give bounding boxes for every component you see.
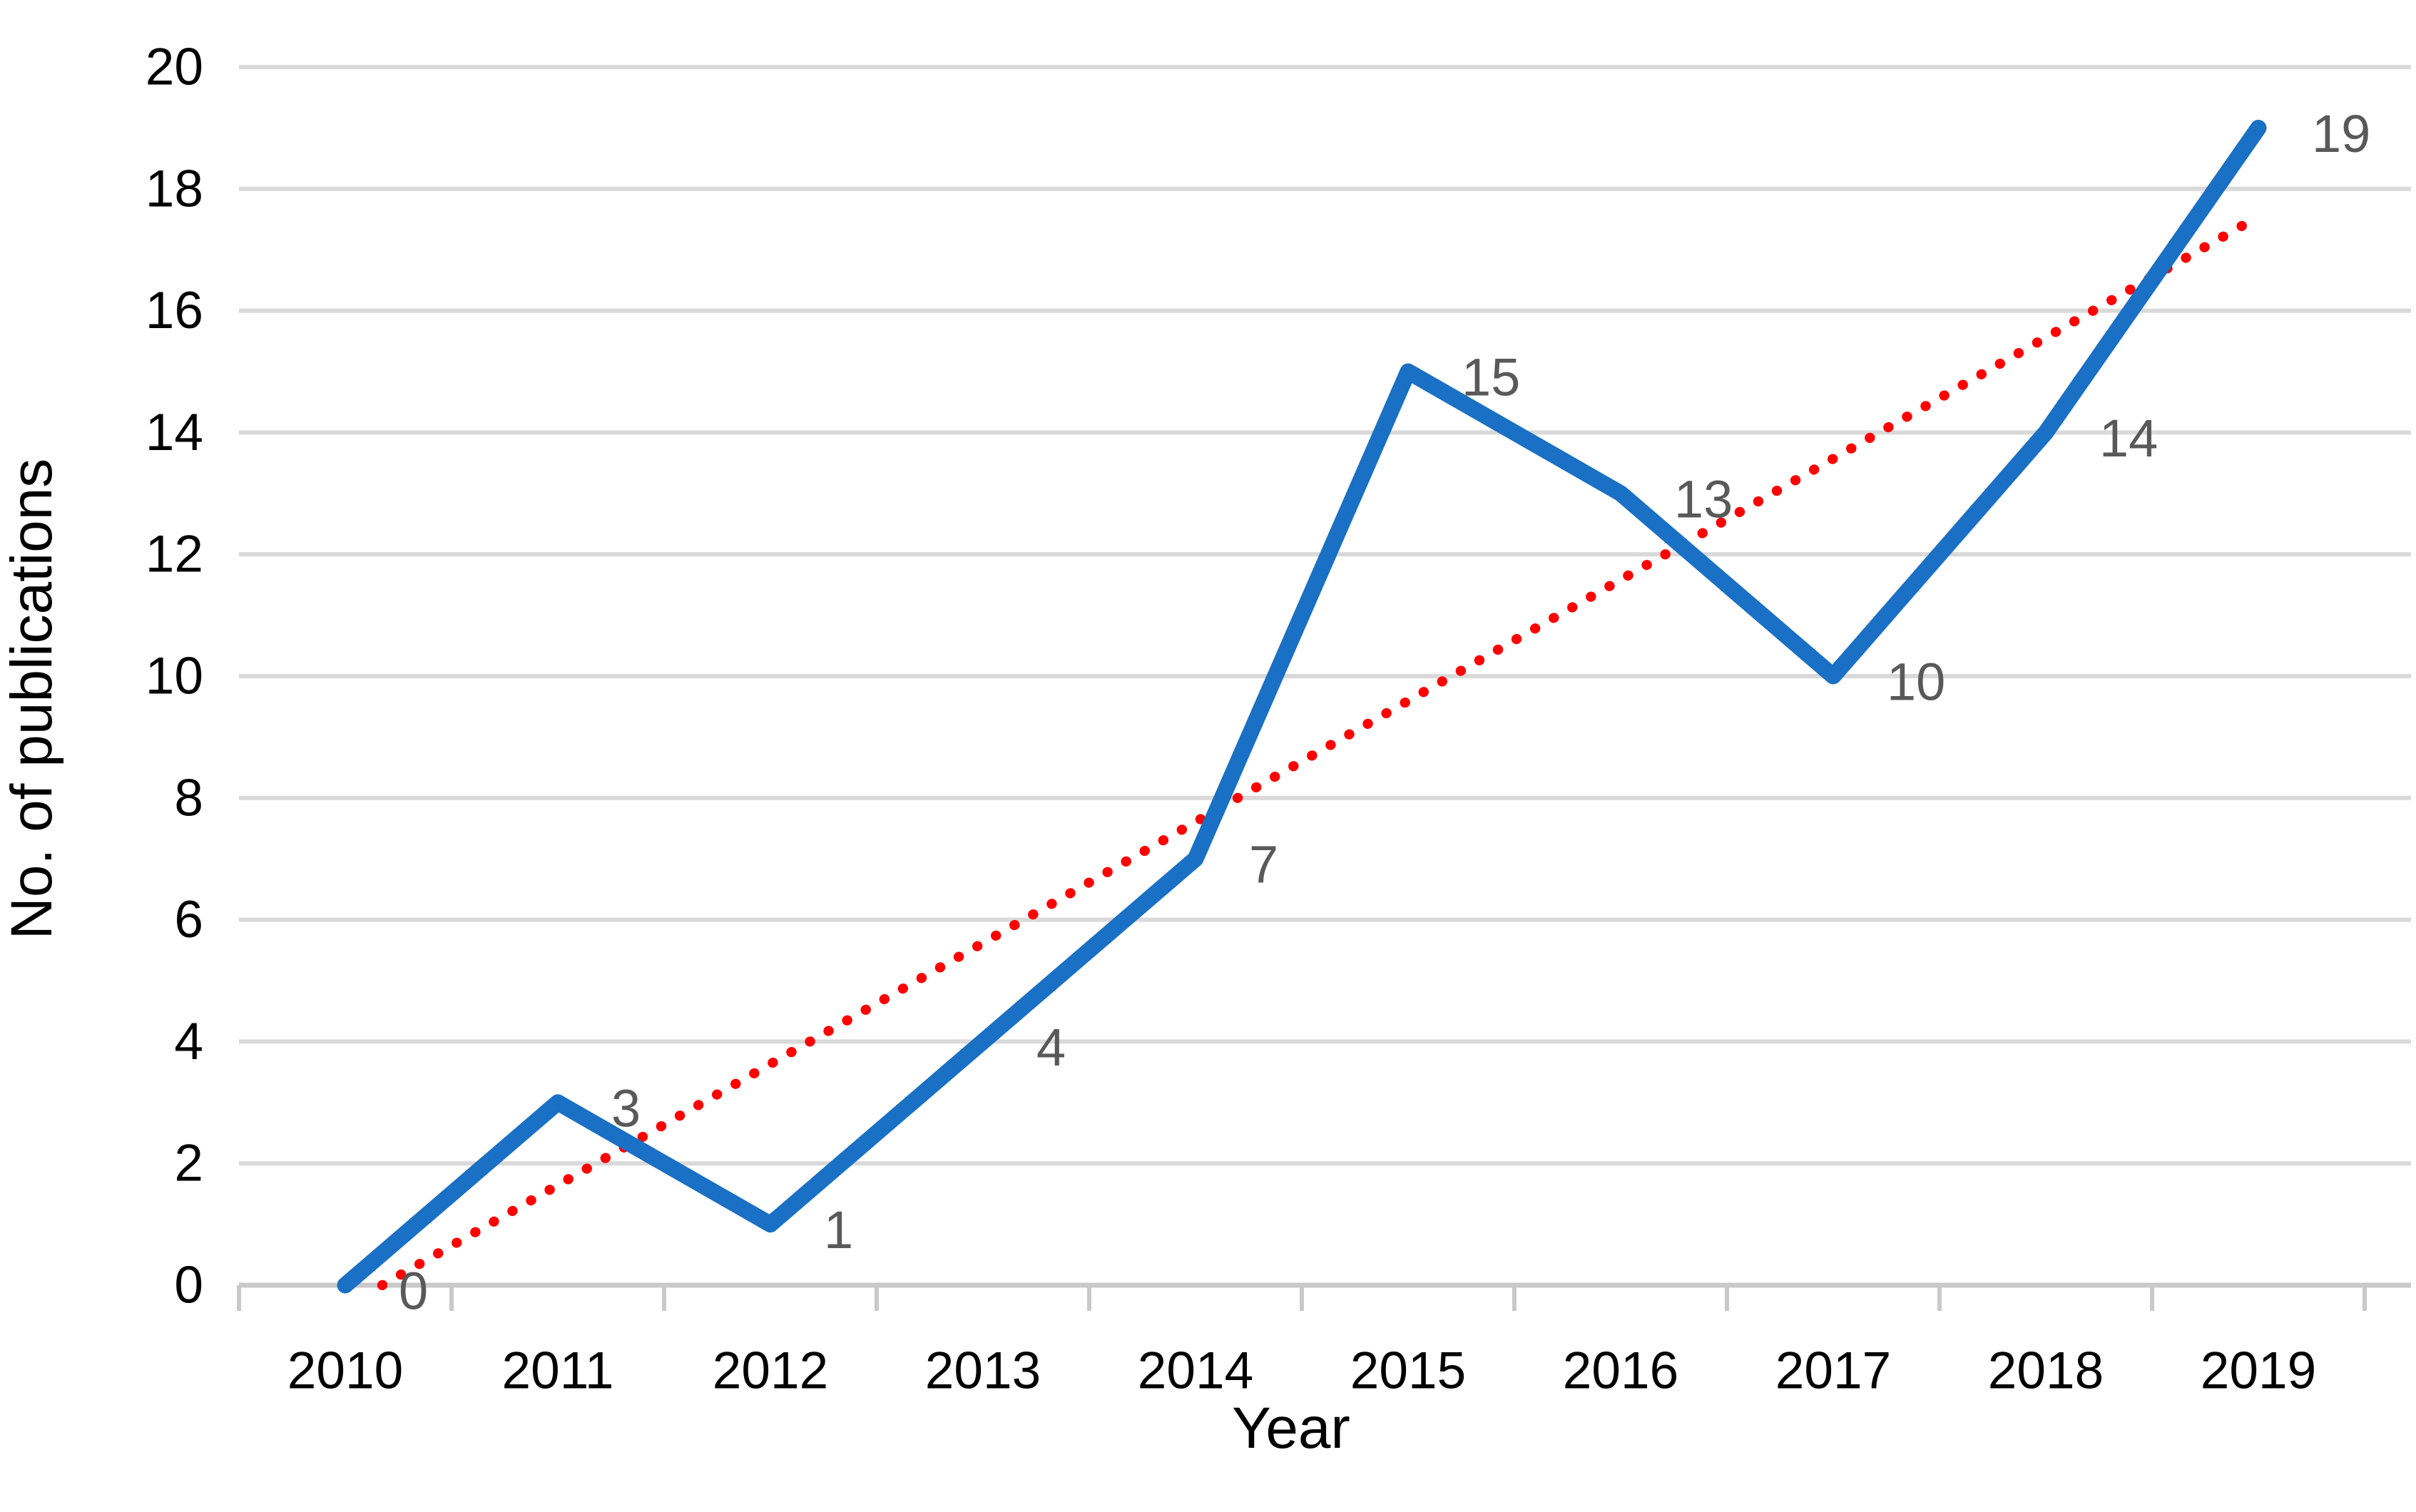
y-tick-label: 0 <box>174 1257 203 1314</box>
y-tick-label: 18 <box>146 160 203 218</box>
data-label-2015: 15 <box>1462 348 1520 407</box>
y-tick-label: 8 <box>174 769 203 827</box>
data-label-2014: 7 <box>1249 835 1278 894</box>
x-tick-label: 2012 <box>713 1342 828 1400</box>
data-label-2010: 0 <box>399 1262 428 1321</box>
x-tick-label: 2016 <box>1563 1342 1678 1400</box>
y-tick-label: 6 <box>174 891 203 949</box>
x-tick-label: 2013 <box>925 1342 1041 1400</box>
y-tick-label: 16 <box>146 282 203 339</box>
y-tick-label: 14 <box>146 404 203 461</box>
data-label-2018: 14 <box>2099 409 2158 468</box>
data-label-2016: 13 <box>1674 469 1733 528</box>
y-tick-label: 4 <box>174 1013 203 1071</box>
data-label-2013: 4 <box>1036 1018 1066 1077</box>
trendline <box>377 211 2263 1290</box>
x-axis-title: Year <box>1232 1396 1350 1461</box>
data-label-2017: 10 <box>1887 653 1945 712</box>
y-tick-label: 2 <box>174 1135 203 1192</box>
y-axis-title: No. of publications <box>0 459 64 940</box>
y-tick-label: 10 <box>146 648 203 705</box>
x-tick-label: 2010 <box>287 1342 403 1400</box>
y-tick-label: 12 <box>146 526 203 583</box>
x-tick-label: 2018 <box>1988 1342 2104 1400</box>
data-label-2011: 3 <box>611 1078 641 1138</box>
x-tick-label: 2014 <box>1138 1342 1253 1400</box>
x-tick-label: 2015 <box>1350 1342 1466 1400</box>
series-line-publications <box>337 119 2267 1294</box>
y-tick-label: 20 <box>146 39 203 96</box>
data-label-2019: 19 <box>2312 104 2370 163</box>
data-label-2012: 1 <box>824 1200 853 1260</box>
x-tick-label: 2017 <box>1775 1342 1891 1400</box>
x-tick-label: 2011 <box>502 1342 614 1400</box>
x-tick-label: 2019 <box>2201 1342 2316 1400</box>
